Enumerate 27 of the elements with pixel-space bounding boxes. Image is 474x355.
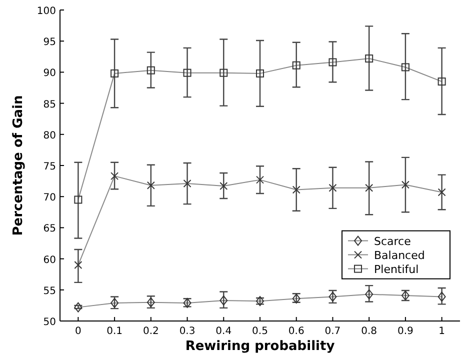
y-tick-label: 65	[43, 224, 56, 235]
x-tick-label: 1	[438, 326, 446, 337]
y-tick-label: 100	[36, 6, 56, 17]
y-tick-label: 70	[43, 192, 56, 204]
y-axis-title: Percentage of Gain	[11, 95, 26, 236]
x-tick-label: 0.5	[252, 326, 268, 337]
x-tick-label: 0.8	[361, 326, 378, 337]
x-axis-title: Rewiring probability	[185, 339, 336, 354]
y-tick-label: 95	[43, 37, 56, 48]
x-tick-label: 0.3	[179, 326, 196, 337]
x-tick-label: 0.7	[324, 326, 341, 337]
x-tick-label: 0.9	[398, 326, 414, 337]
legend-label: Balanced	[374, 248, 425, 262]
x-tick-label: 0.1	[106, 326, 122, 337]
x-tick-label: 0.6	[288, 326, 304, 337]
y-tick-label: 60	[43, 254, 56, 266]
x-tick-label: 0.2	[142, 326, 159, 337]
y-tick-label: 55	[43, 286, 56, 297]
x-tick-label: 0	[74, 326, 82, 337]
x-tick-label: 0.4	[216, 326, 232, 337]
y-tick-label: 90	[43, 68, 56, 80]
y-tick-label: 75	[43, 162, 56, 172]
legend-label: Plentiful	[374, 262, 419, 276]
y-tick-label: 80	[43, 130, 56, 142]
y-tick-label: 85	[43, 99, 56, 110]
y-tick-label: 50	[43, 317, 56, 328]
legend-label: Scarce	[374, 234, 412, 248]
